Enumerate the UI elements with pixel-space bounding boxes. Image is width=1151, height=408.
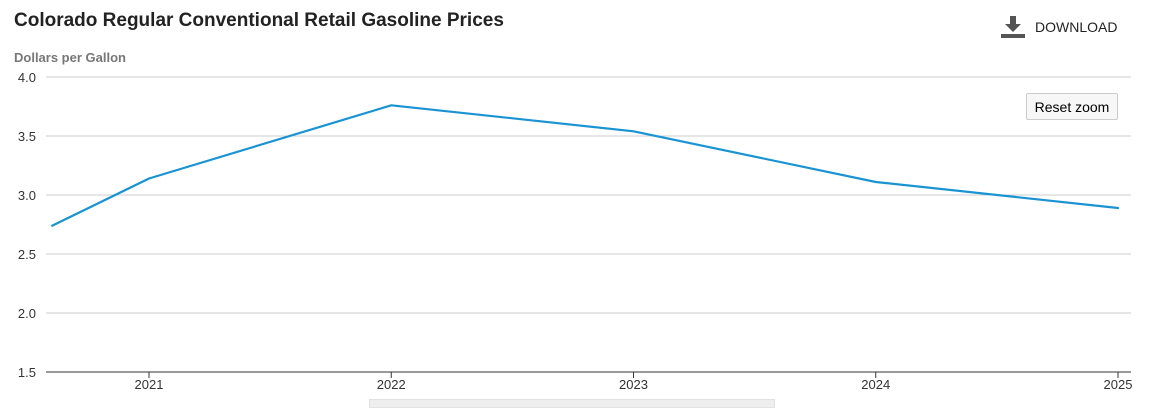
reset-zoom-button[interactable]: Reset zoom bbox=[1026, 93, 1118, 120]
x-tick-label: 2024 bbox=[861, 377, 890, 392]
x-tick-label: 2022 bbox=[377, 377, 406, 392]
y-tick-label: 3.5 bbox=[18, 129, 36, 144]
grid-lines bbox=[46, 76, 1131, 373]
x-tick-label: 2023 bbox=[619, 377, 648, 392]
series-layer bbox=[50, 104, 1120, 227]
y-tick-label: 4.0 bbox=[18, 70, 36, 85]
y-axis-title: Dollars per Gallon bbox=[14, 50, 126, 65]
y-tick-labels: 4.0 3.5 3.0 2.5 2.0 1.5 bbox=[18, 70, 36, 380]
series-line[interactable] bbox=[50, 104, 1120, 227]
y-tick-label: 2.0 bbox=[18, 306, 36, 321]
download-button[interactable]: DOWNLOAD bbox=[1001, 16, 1117, 38]
y-tick-label: 2.5 bbox=[18, 247, 36, 262]
y-tick-label: 3.0 bbox=[18, 188, 36, 203]
download-label: DOWNLOAD bbox=[1035, 19, 1118, 35]
chart-title: Colorado Regular Conventional Retail Gas… bbox=[14, 10, 504, 31]
y-tick-label: 1.5 bbox=[18, 365, 36, 380]
navigator-scrollbar[interactable] bbox=[369, 399, 775, 408]
download-icon bbox=[1001, 16, 1025, 38]
x-tick-label: 2025 bbox=[1104, 377, 1133, 392]
x-tick-labels: 2021 2022 2023 2024 2025 bbox=[135, 372, 1133, 392]
x-tick-label: 2021 bbox=[135, 377, 164, 392]
